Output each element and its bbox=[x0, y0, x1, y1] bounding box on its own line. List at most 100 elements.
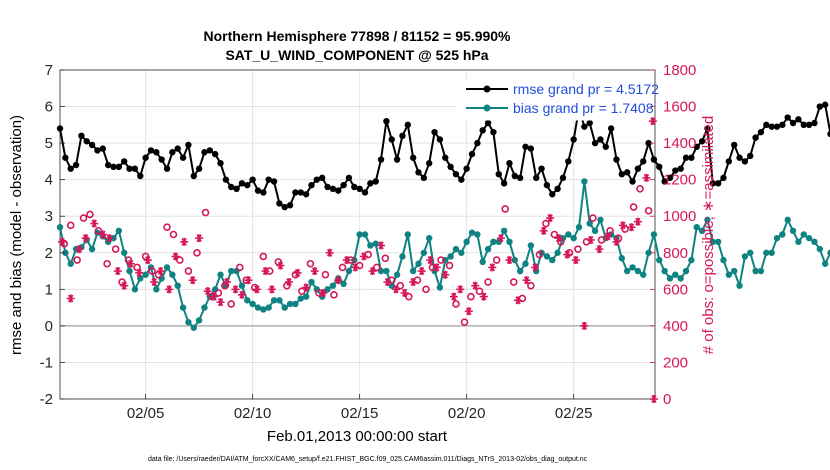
bias-point bbox=[265, 304, 272, 311]
obs-assimilated-marker bbox=[426, 256, 435, 265]
y-tick-label-right: 1400 bbox=[663, 135, 696, 152]
bias-point bbox=[656, 256, 663, 264]
rmse-point bbox=[361, 189, 369, 196]
rmse-point bbox=[795, 116, 802, 123]
rmse-point bbox=[228, 183, 235, 191]
rmse-point bbox=[121, 158, 128, 165]
rmse-point bbox=[431, 128, 438, 136]
y-tick-label-right: 1800 bbox=[663, 62, 696, 79]
bias-point bbox=[217, 271, 224, 278]
rmse-point bbox=[559, 174, 567, 182]
rmse-point bbox=[233, 185, 240, 193]
bias-point bbox=[805, 234, 813, 242]
obs-possible-marker bbox=[214, 289, 223, 297]
obs-assimilated-marker bbox=[531, 263, 540, 272]
bias-point bbox=[704, 216, 711, 224]
rmse-point bbox=[752, 134, 759, 141]
obs-possible-marker bbox=[330, 291, 338, 299]
rmse-point bbox=[393, 156, 401, 163]
rmse-point bbox=[805, 121, 813, 129]
obs-possible-marker bbox=[235, 263, 244, 272]
bias-point bbox=[618, 255, 626, 262]
bias-point bbox=[110, 234, 117, 242]
obs-possible-marker bbox=[574, 245, 582, 253]
rmse-point bbox=[629, 178, 636, 185]
bias-point bbox=[795, 238, 802, 246]
bias-point bbox=[682, 267, 690, 275]
rmse-point bbox=[372, 178, 379, 185]
rmse-point bbox=[634, 165, 642, 172]
bias-point bbox=[463, 238, 470, 246]
rmse-point bbox=[730, 141, 738, 149]
obs-assimilated-marker bbox=[627, 223, 636, 232]
obs-assimilated-marker bbox=[603, 232, 612, 241]
rmse-point bbox=[126, 165, 133, 172]
obs-assimilated-marker bbox=[514, 296, 523, 305]
obs-assimilated-marker bbox=[150, 278, 159, 287]
x-tick-label: 02/20 bbox=[448, 405, 486, 422]
bias-point bbox=[500, 227, 508, 235]
bias-point bbox=[720, 256, 727, 264]
rmse-point bbox=[645, 139, 652, 147]
rmse-point bbox=[458, 176, 465, 183]
bias-point bbox=[142, 271, 149, 278]
bias-point bbox=[452, 245, 460, 253]
obs-assimilated-marker bbox=[126, 259, 135, 268]
obs-assimilated-marker bbox=[471, 281, 480, 290]
rmse-point bbox=[67, 165, 74, 172]
y-tick-label-right: 200 bbox=[663, 354, 688, 371]
x-axis-label: Feb.01,2013 00:00:00 start bbox=[267, 428, 448, 445]
obs-assimilated-marker bbox=[171, 252, 180, 261]
rmse-point bbox=[682, 154, 690, 161]
rmse-point bbox=[329, 185, 337, 193]
bias-point bbox=[286, 300, 294, 308]
obs-assimilated-marker bbox=[377, 241, 386, 250]
obs-possible-marker bbox=[509, 278, 518, 286]
rmse-point bbox=[409, 154, 417, 161]
bias-point bbox=[201, 304, 208, 311]
bias-point bbox=[244, 297, 251, 304]
rmse-point bbox=[773, 123, 781, 130]
y-tick-label-left: 2 bbox=[45, 245, 53, 262]
bias-point bbox=[543, 253, 551, 260]
x-tick-label: 02/25 bbox=[555, 405, 593, 422]
rmse-point bbox=[340, 181, 347, 189]
rmse-point bbox=[554, 185, 561, 193]
rmse-point bbox=[533, 174, 540, 182]
obs-possible-marker bbox=[372, 263, 381, 272]
obs-assimilated-marker bbox=[231, 285, 240, 294]
obs-assimilated-marker bbox=[120, 281, 129, 290]
bias-point bbox=[688, 256, 695, 264]
rmse-point bbox=[78, 132, 85, 139]
rmse-point bbox=[549, 191, 556, 198]
rmse-point bbox=[292, 189, 299, 196]
obs-assimilated-marker bbox=[351, 263, 360, 272]
obs-assimilated-marker bbox=[546, 214, 555, 223]
rmse-point bbox=[404, 121, 411, 129]
obs-possible-marker bbox=[86, 210, 94, 219]
rmse-point bbox=[757, 128, 765, 136]
obs-assimilated-marker bbox=[210, 292, 219, 301]
obs-possible-marker bbox=[542, 219, 550, 228]
rmse-point bbox=[94, 147, 101, 154]
rmse-point bbox=[115, 163, 123, 171]
obs-possible-marker bbox=[484, 278, 492, 286]
bias-point bbox=[367, 242, 374, 249]
bias-point bbox=[693, 223, 700, 231]
obs-assimilated-marker bbox=[135, 268, 144, 277]
rmse-point bbox=[613, 156, 620, 163]
x-tick-label: 02/15 bbox=[341, 405, 379, 422]
rmse-point bbox=[377, 156, 385, 163]
rmse-point bbox=[356, 185, 363, 193]
bias-point bbox=[661, 267, 668, 275]
rmse-point bbox=[110, 163, 117, 171]
rmse-point bbox=[147, 147, 155, 154]
bias-point bbox=[324, 286, 331, 293]
obs-assimilated-marker bbox=[488, 263, 497, 272]
bias-point bbox=[672, 271, 679, 278]
rmse-point bbox=[698, 138, 706, 145]
obs-assimilated-marker bbox=[244, 276, 253, 285]
obs-assimilated-marker bbox=[417, 267, 426, 276]
chart-title-line1: Northern Hemisphere 77898 / 81152 = 95.9… bbox=[203, 28, 511, 44]
